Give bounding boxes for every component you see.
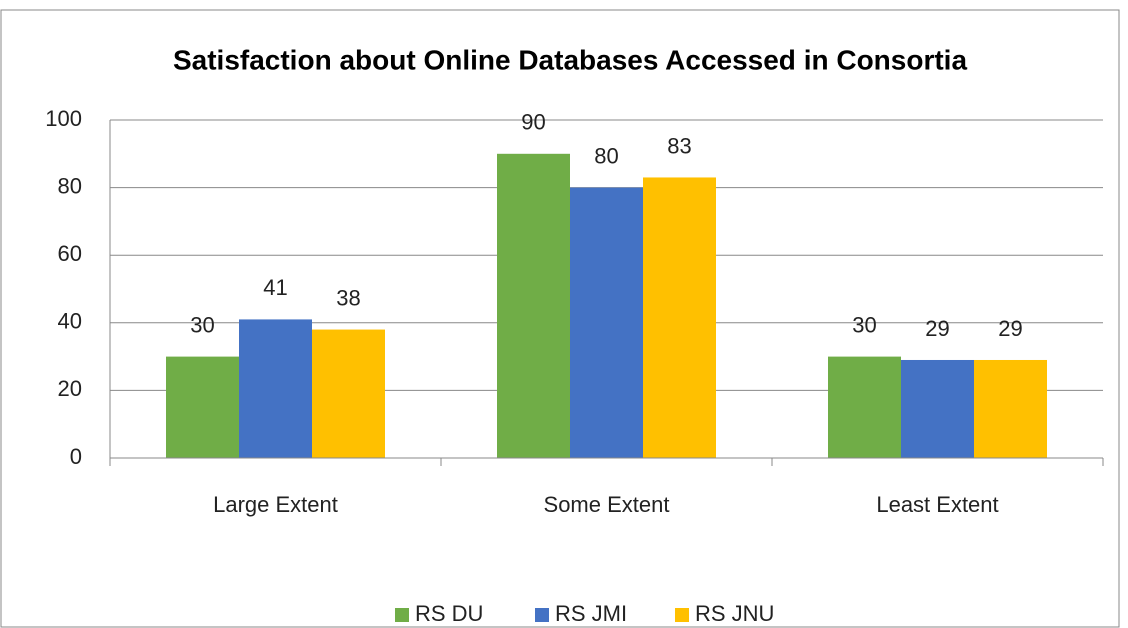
y-tick-label: 100: [45, 106, 82, 131]
bar: [239, 319, 312, 458]
legend-swatch: [675, 608, 689, 622]
y-tick-label: 20: [58, 376, 82, 401]
y-tick-label: 80: [58, 173, 82, 198]
data-label: 29: [925, 316, 949, 341]
legend-label: RS DU: [415, 601, 483, 626]
y-tick-label: 0: [70, 444, 82, 469]
legend-label: RS JNU: [695, 601, 774, 626]
data-label: 83: [667, 133, 691, 158]
bar: [497, 153, 570, 459]
data-label: 38: [336, 285, 360, 310]
bar: [570, 187, 643, 458]
y-tick-label: 40: [58, 309, 82, 334]
legend-swatch: [535, 608, 549, 622]
bar: [643, 177, 716, 458]
data-label: 29: [998, 316, 1022, 341]
bar: [166, 356, 239, 458]
bar: [901, 359, 974, 458]
bar: [974, 359, 1047, 458]
x-tick-label: Some Extent: [544, 492, 670, 517]
legend-swatch: [395, 608, 409, 622]
x-tick-label: Large Extent: [213, 492, 338, 517]
data-label: 41: [263, 275, 287, 300]
data-label: 30: [190, 312, 214, 337]
data-label: 80: [594, 143, 618, 168]
y-tick-label: 60: [58, 241, 82, 266]
bar: [312, 329, 385, 458]
data-label: 90: [521, 110, 545, 135]
data-label: 30: [852, 312, 876, 337]
x-tick-label: Least Extent: [876, 492, 998, 517]
legend-label: RS JMI: [555, 601, 627, 626]
bar: [828, 356, 901, 458]
chart-title: Satisfaction about Online Databases Acce…: [173, 44, 967, 75]
